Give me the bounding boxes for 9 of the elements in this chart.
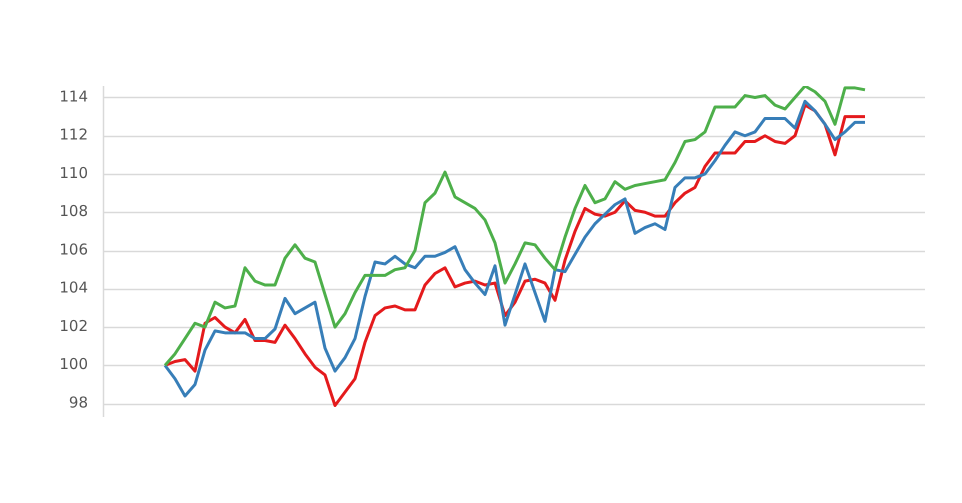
- y-tick-label: 108: [59, 202, 88, 220]
- y-tick-label: 106: [59, 240, 88, 258]
- y-tick-label: 114: [59, 87, 88, 106]
- y-tick-label: 110: [59, 164, 88, 182]
- y-tick-label: 98: [68, 394, 88, 412]
- y-tick-label: 104: [59, 278, 88, 297]
- y-tick-label: 100: [59, 355, 88, 374]
- y-tick-label: 112: [59, 126, 88, 144]
- y-tick-label: 102: [59, 316, 88, 335]
